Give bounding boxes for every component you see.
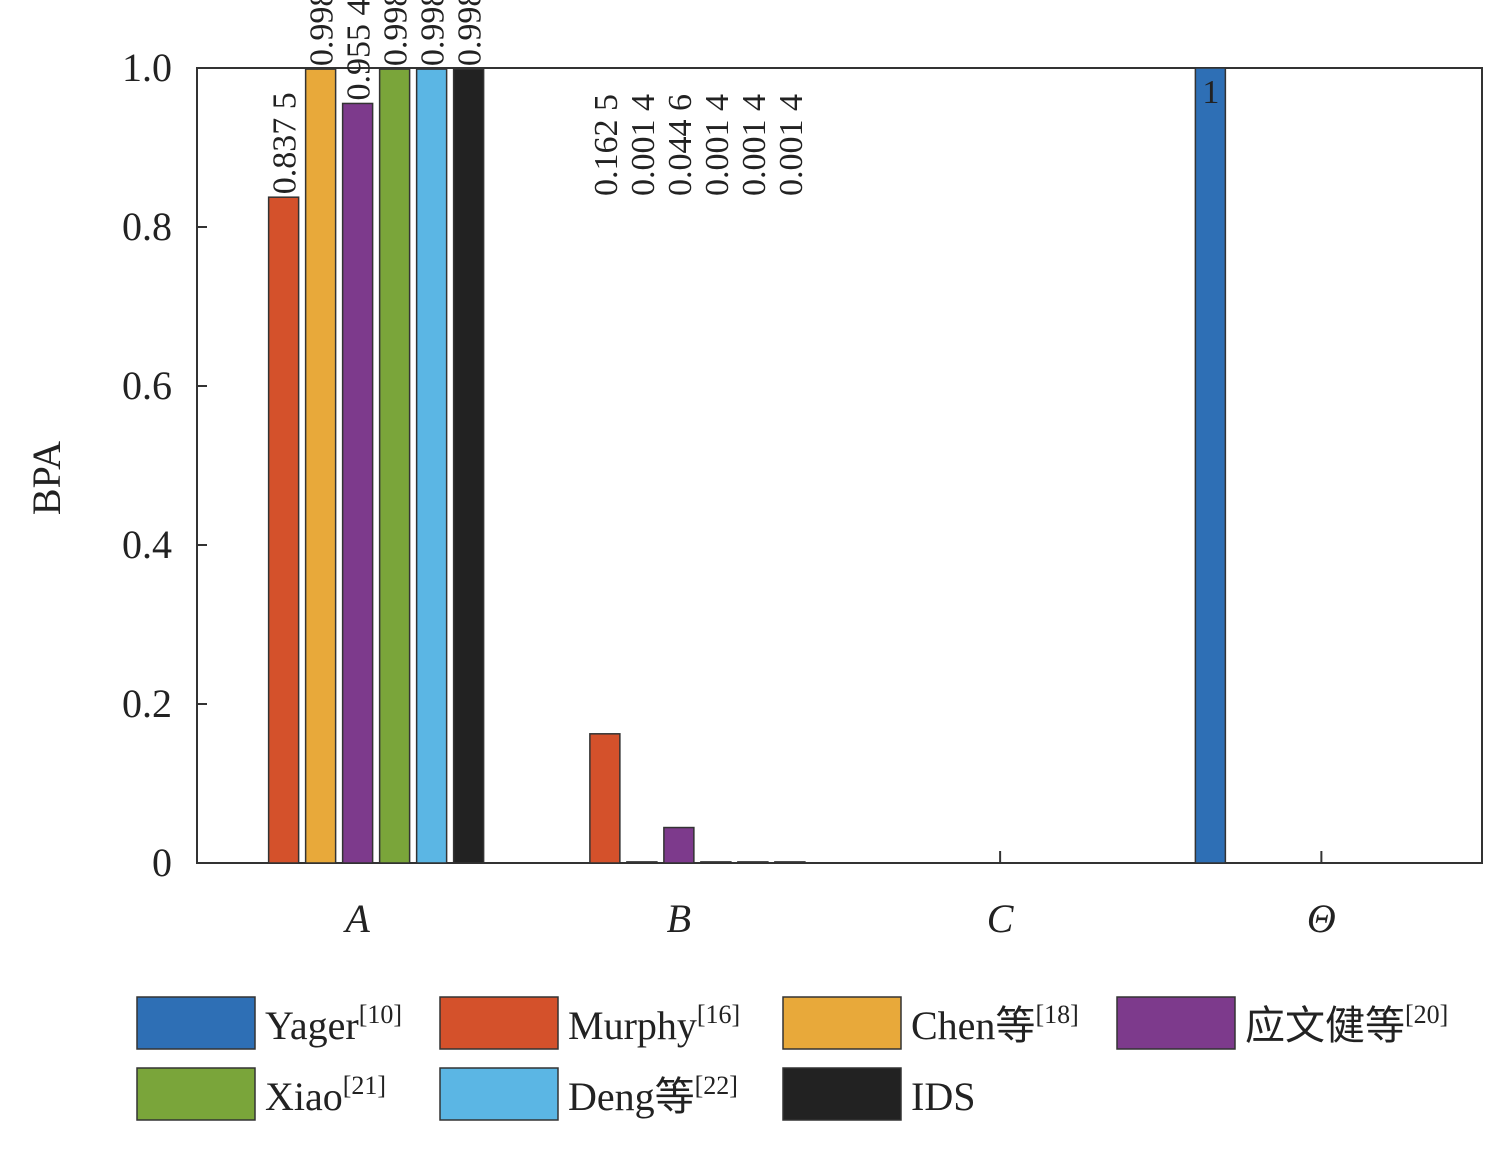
legend-text: Chen等: [911, 1003, 1035, 1048]
value-label: 0.001 4: [699, 94, 736, 196]
x-tick-label: B: [667, 896, 691, 941]
legend-label: Deng等[22]: [568, 1071, 738, 1119]
legend-label: Murphy[16]: [568, 1000, 740, 1048]
legend-ref: [21]: [343, 1071, 386, 1100]
bar: [1194, 67, 1227, 864]
value-label: 0.998 6: [304, 0, 341, 66]
legend-label: Yager[10]: [265, 1000, 402, 1048]
y-tick-label: 0.6: [122, 363, 172, 408]
legend-label: Xiao[21]: [265, 1071, 386, 1119]
legend-ref: [20]: [1405, 1000, 1448, 1029]
y-tick-label: 0.2: [122, 681, 172, 726]
legend-ref: [18]: [1035, 1000, 1078, 1029]
legend-ref: [16]: [697, 1000, 740, 1029]
legend-ref: [22]: [695, 1071, 738, 1100]
bar: [737, 861, 769, 864]
value-label: 0.837 5: [267, 92, 304, 194]
x-tick-label: C: [987, 896, 1015, 941]
value-label: 0.001 4: [773, 94, 810, 196]
value-label: 0.044 6: [662, 94, 699, 196]
legend-swatch: [136, 1067, 256, 1121]
legend-text: Xiao: [265, 1074, 343, 1119]
y-tick-label: 1.0: [122, 45, 172, 90]
legend-label: 应文健等[20]: [1245, 1000, 1448, 1048]
bar: [452, 68, 485, 864]
bar: [304, 68, 337, 864]
legend-label: IDS: [911, 1074, 975, 1119]
bar: [589, 733, 621, 864]
legend-text: Deng等: [568, 1074, 695, 1119]
legend-label: Chen等[18]: [911, 1000, 1079, 1048]
plot-frame: [196, 67, 1483, 864]
legend-swatch: [782, 1067, 902, 1121]
legend-swatch: [136, 996, 256, 1050]
legend-text: Yager: [265, 1003, 359, 1048]
y-tick-label: 0: [152, 840, 172, 885]
legend-swatch: [1116, 996, 1236, 1050]
value-label: 0.998 6: [415, 0, 452, 66]
bar: [267, 196, 300, 864]
legend-text: 应文健等: [1245, 1003, 1405, 1048]
bar: [415, 68, 448, 864]
legend-ref: [10]: [359, 1000, 402, 1029]
legend-swatch: [439, 996, 559, 1050]
bar: [700, 861, 732, 864]
value-label: 0.955 4: [341, 0, 378, 100]
value-label: 0.998 6: [378, 0, 415, 66]
value-label: 0.162 5: [588, 94, 625, 196]
value-label: 0.001 4: [625, 94, 662, 196]
value-label: 0.001 4: [736, 94, 773, 196]
bar: [341, 102, 374, 864]
bar: [663, 826, 695, 864]
y-tick-label: 0.4: [122, 522, 172, 567]
bar: [378, 68, 411, 864]
bar: [626, 861, 658, 864]
y-tick-label: 0.8: [122, 204, 172, 249]
value-label: 0.998 6: [452, 0, 489, 66]
legend-swatch: [782, 996, 902, 1050]
legend-text: Murphy: [568, 1003, 697, 1048]
y-axis-label: BPA: [24, 441, 69, 515]
value-label: 1: [1202, 74, 1219, 111]
x-tick-label: Θ: [1307, 896, 1336, 941]
legend-swatch: [439, 1067, 559, 1121]
x-tick-label: A: [342, 896, 370, 941]
bar: [774, 861, 806, 864]
